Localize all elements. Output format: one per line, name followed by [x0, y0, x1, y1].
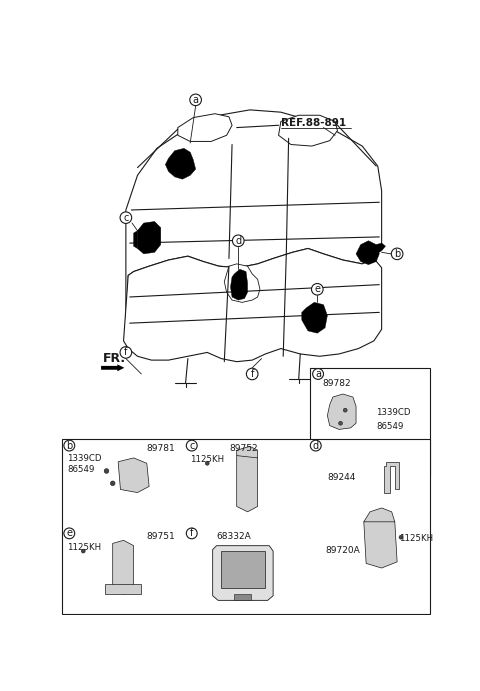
Circle shape: [186, 528, 197, 539]
Text: REF.88-891: REF.88-891: [281, 118, 346, 128]
Text: 89244: 89244: [327, 473, 356, 482]
Polygon shape: [137, 222, 161, 254]
Circle shape: [64, 528, 75, 539]
Polygon shape: [364, 515, 397, 568]
Polygon shape: [118, 458, 149, 493]
Circle shape: [338, 422, 343, 425]
Polygon shape: [113, 540, 133, 594]
Text: 1339CD: 1339CD: [67, 454, 101, 463]
Circle shape: [104, 468, 109, 473]
Polygon shape: [364, 508, 395, 522]
Circle shape: [391, 248, 403, 260]
FancyArrow shape: [101, 364, 124, 371]
Bar: [61, 439, 431, 614]
Bar: [310, 368, 431, 475]
Polygon shape: [376, 243, 385, 254]
Circle shape: [190, 94, 202, 106]
Text: FR.: FR.: [103, 352, 126, 365]
Text: c: c: [189, 441, 194, 451]
Text: a: a: [315, 369, 321, 379]
Circle shape: [205, 462, 209, 465]
Circle shape: [120, 347, 132, 358]
Text: 1125KH: 1125KH: [190, 455, 224, 464]
Circle shape: [399, 536, 403, 539]
Text: b: b: [66, 441, 72, 451]
Circle shape: [312, 283, 323, 295]
Text: 1125KH: 1125KH: [67, 542, 101, 551]
Text: e: e: [314, 284, 320, 294]
Polygon shape: [278, 115, 337, 146]
Text: 89781: 89781: [146, 444, 175, 453]
Polygon shape: [105, 584, 142, 594]
Circle shape: [246, 368, 258, 380]
Polygon shape: [302, 303, 327, 333]
Text: b: b: [394, 249, 400, 259]
Polygon shape: [230, 269, 248, 300]
Text: 89720A: 89720A: [325, 546, 360, 555]
Text: f: f: [251, 369, 254, 379]
Text: f: f: [190, 529, 193, 538]
Circle shape: [312, 368, 324, 379]
Circle shape: [110, 481, 115, 486]
Circle shape: [120, 212, 132, 223]
Text: 89751: 89751: [146, 532, 175, 541]
Text: e: e: [66, 529, 72, 538]
Polygon shape: [178, 114, 232, 142]
Text: 86549: 86549: [376, 422, 404, 431]
Text: 86549: 86549: [67, 465, 95, 474]
Circle shape: [343, 408, 347, 412]
Text: c: c: [123, 213, 129, 223]
Polygon shape: [356, 240, 379, 265]
Circle shape: [311, 440, 321, 451]
Polygon shape: [213, 546, 273, 600]
Circle shape: [64, 440, 75, 451]
Text: a: a: [192, 95, 199, 105]
Text: f: f: [124, 348, 128, 357]
Bar: [221, 551, 264, 588]
Polygon shape: [384, 462, 399, 493]
Circle shape: [232, 235, 244, 247]
Text: 89752: 89752: [229, 444, 258, 453]
Polygon shape: [123, 249, 382, 361]
Polygon shape: [327, 394, 356, 429]
Text: 1125KH: 1125KH: [399, 534, 433, 543]
Circle shape: [186, 440, 197, 451]
Circle shape: [81, 549, 85, 553]
Bar: [234, 594, 252, 600]
Polygon shape: [166, 149, 196, 179]
Text: 89782: 89782: [322, 379, 350, 388]
Polygon shape: [224, 264, 260, 303]
Polygon shape: [126, 110, 382, 341]
Polygon shape: [133, 231, 137, 249]
Text: d: d: [235, 236, 241, 246]
Polygon shape: [237, 446, 258, 458]
Text: d: d: [312, 441, 319, 451]
Text: 68332A: 68332A: [216, 532, 252, 541]
Text: 1339CD: 1339CD: [376, 408, 411, 417]
Polygon shape: [237, 453, 258, 512]
